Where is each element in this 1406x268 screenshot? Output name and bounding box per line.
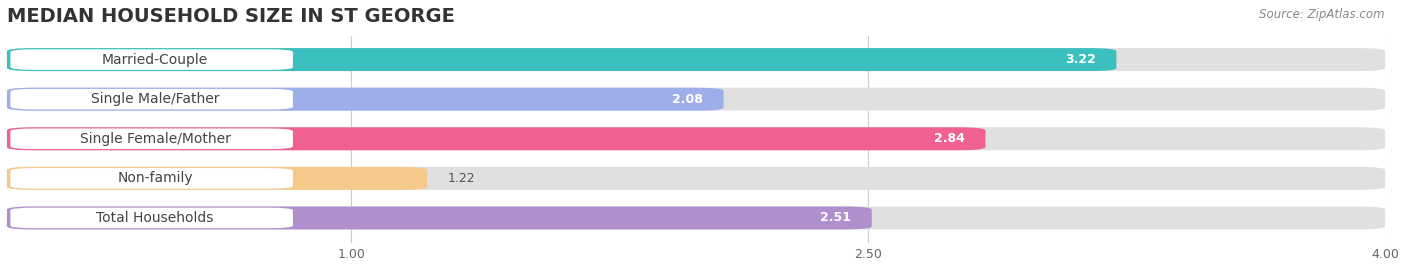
Text: Married-Couple: Married-Couple [103, 53, 208, 66]
FancyBboxPatch shape [10, 168, 292, 189]
FancyBboxPatch shape [7, 206, 872, 229]
FancyBboxPatch shape [7, 167, 427, 190]
Text: 2.51: 2.51 [820, 211, 851, 225]
Text: Non-family: Non-family [117, 171, 193, 185]
Text: MEDIAN HOUSEHOLD SIZE IN ST GEORGE: MEDIAN HOUSEHOLD SIZE IN ST GEORGE [7, 7, 454, 26]
Text: Total Households: Total Households [97, 211, 214, 225]
FancyBboxPatch shape [7, 127, 986, 150]
FancyBboxPatch shape [7, 127, 1385, 150]
FancyBboxPatch shape [10, 208, 292, 228]
FancyBboxPatch shape [10, 89, 292, 109]
Text: 2.08: 2.08 [672, 93, 703, 106]
FancyBboxPatch shape [7, 48, 1116, 71]
Text: 1.22: 1.22 [449, 172, 475, 185]
FancyBboxPatch shape [10, 128, 292, 149]
Text: 2.84: 2.84 [934, 132, 965, 145]
FancyBboxPatch shape [7, 88, 724, 111]
Text: Single Male/Father: Single Male/Father [91, 92, 219, 106]
FancyBboxPatch shape [7, 167, 1385, 190]
Text: Single Female/Mother: Single Female/Mother [80, 132, 231, 146]
Text: Source: ZipAtlas.com: Source: ZipAtlas.com [1260, 8, 1385, 21]
Text: 3.22: 3.22 [1064, 53, 1095, 66]
FancyBboxPatch shape [10, 49, 292, 70]
FancyBboxPatch shape [7, 88, 1385, 111]
FancyBboxPatch shape [7, 206, 1385, 229]
FancyBboxPatch shape [7, 48, 1385, 71]
